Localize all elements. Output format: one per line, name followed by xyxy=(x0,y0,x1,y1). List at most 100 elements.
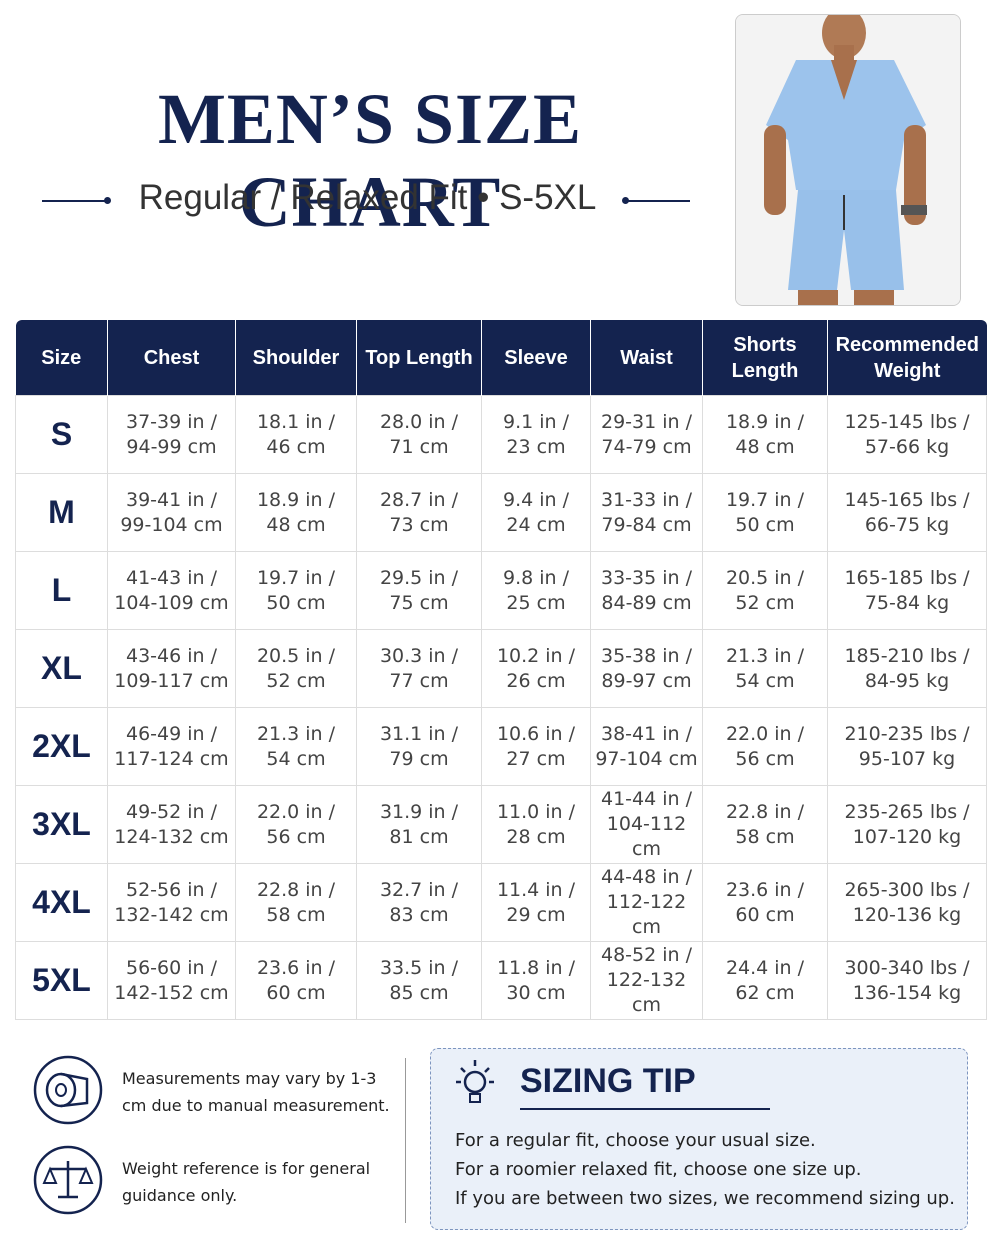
cell-line: 99-104 cm xyxy=(120,513,223,536)
cell-line: 145-165 lbs / xyxy=(844,488,970,511)
cell-line: 81 cm xyxy=(389,825,449,848)
cell-line: 52 cm xyxy=(266,669,326,692)
dot xyxy=(104,197,111,204)
cell-line: 84-89 cm xyxy=(601,591,692,614)
cell-line: 107-120 kg xyxy=(852,825,962,848)
cell-line: 104-112 cm xyxy=(606,813,687,860)
scale-icon xyxy=(33,1145,103,1215)
cell: 48-52 in / 122-132 cm xyxy=(590,941,703,1020)
cell-line: 18.9 in / xyxy=(256,488,336,511)
cell-line: 58 cm xyxy=(266,903,326,926)
cell: 31-33 in /79-84 cm xyxy=(590,473,703,552)
cell-line: 9.1 in / xyxy=(502,410,570,433)
cell-line: 62 cm xyxy=(735,981,795,1004)
cell-line: 22.8 in / xyxy=(725,800,805,823)
cell-line: 84-95 kg xyxy=(864,669,950,692)
tip-box xyxy=(430,1048,968,1230)
cell: 9.4 in /24 cm xyxy=(481,473,591,552)
cell-line: 9.8 in / xyxy=(502,566,570,589)
cell-line: 43-46 in / xyxy=(125,644,217,667)
cell-line: 35-38 in / xyxy=(600,644,692,667)
cell-line: 83 cm xyxy=(389,903,449,926)
cell-line: 58 cm xyxy=(735,825,795,848)
cell-line: 52-56 in / xyxy=(125,878,217,901)
cell: 52-56 in /132-142 cm xyxy=(107,863,236,942)
cell: 33-35 in /84-89 cm xyxy=(590,551,703,630)
cell-line: 23.6 in / xyxy=(256,956,336,979)
cell-line: 19.7 in / xyxy=(256,566,336,589)
size-cell: XL xyxy=(15,629,108,708)
column-header: Waist xyxy=(590,320,703,396)
cell: 20.5 in /52 cm xyxy=(702,551,828,630)
cell-line: 20.5 in / xyxy=(256,644,336,667)
cell-line: 235-265 lbs / xyxy=(844,800,970,823)
cell-line: 77 cm xyxy=(389,669,449,692)
cell: 22.0 in /56 cm xyxy=(702,707,828,786)
cell: 35-38 in /89-97 cm xyxy=(590,629,703,708)
cell-line: 50 cm xyxy=(266,591,326,614)
cell-line: 54 cm xyxy=(266,747,326,770)
cell-line: 9.4 in / xyxy=(502,488,570,511)
cell: 18.9 in /48 cm xyxy=(702,395,828,474)
cell-line: 142-152 cm xyxy=(114,981,229,1004)
cell: 37-39 in /94-99 cm xyxy=(107,395,236,474)
cell: 23.6 in /60 cm xyxy=(235,941,357,1020)
cell: 41-43 in /104-109 cm xyxy=(107,551,236,630)
cell-line: 210-235 lbs / xyxy=(844,722,970,745)
cell-line: 11.0 in / xyxy=(496,800,576,823)
cell-line: 30.3 in / xyxy=(379,644,459,667)
table-row: 3XL 49-52 in /124-132 cm 22.0 in /56 cm 31.… xyxy=(15,785,987,864)
cell-line: 33-35 in / xyxy=(600,566,692,589)
cell-line: 30 cm xyxy=(506,981,566,1004)
cell: 43-46 in /109-117 cm xyxy=(107,629,236,708)
cell: 11.0 in /28 cm xyxy=(481,785,591,864)
cell: 19.7 in /50 cm xyxy=(702,473,828,552)
cell: 11.8 in /30 cm xyxy=(481,941,591,1020)
cell: 28.7 in /73 cm xyxy=(356,473,482,552)
tip-line: For a regular fit, choose your usual siz… xyxy=(455,1130,816,1151)
cell-line: 165-185 lbs / xyxy=(844,566,970,589)
cell-line: 79 cm xyxy=(389,747,449,770)
cell-line: 24 cm xyxy=(506,513,566,536)
table-row: XL 43-46 in /109-117 cm 20.5 in /52 cm 30.3… xyxy=(15,629,987,708)
bulb-icon xyxy=(456,1060,494,1103)
cell-line: 39-41 in / xyxy=(125,488,217,511)
cell-line: 22.0 in / xyxy=(256,800,336,823)
cell: 22.8 in /58 cm xyxy=(702,785,828,864)
cell: 9.1 in /23 cm xyxy=(481,395,591,474)
cell-line: 11.4 in / xyxy=(496,878,576,901)
cell: 38-41 in /97-104 cm xyxy=(590,707,703,786)
cell: 145-165 lbs /66-75 kg xyxy=(827,473,987,552)
cell-line: 48 cm xyxy=(735,435,795,458)
table-row: M 39-41 in /99-104 cm 18.9 in /48 cm 28.7 i… xyxy=(15,473,987,552)
cell-line: 48 cm xyxy=(266,513,326,536)
table-row: L 41-43 in /104-109 cm 19.7 in /50 cm 29.5 … xyxy=(15,551,987,630)
size-cell: L xyxy=(15,551,108,630)
cell-line: 56 cm xyxy=(266,825,326,848)
cell-line: 57-66 kg xyxy=(864,435,950,458)
cell-line: 27 cm xyxy=(506,747,566,770)
cell-line: 21.3 in / xyxy=(725,644,805,667)
note: Measurements may vary by 1-3 cm due to m… xyxy=(122,1069,390,1115)
photo-illustration xyxy=(736,15,960,305)
column-header: Chest xyxy=(107,320,236,396)
cell-line: 18.9 in / xyxy=(725,410,805,433)
cell-line: 56-60 in / xyxy=(125,956,217,979)
cell-line: 60 cm xyxy=(266,981,326,1004)
cell-line: 60 cm xyxy=(735,903,795,926)
cell: 44-48 in / 112-122 cm xyxy=(590,863,703,942)
cell-line: 54 cm xyxy=(735,669,795,692)
cell-line: 46 cm xyxy=(266,435,326,458)
cell-line: 46-49 in / xyxy=(125,722,217,745)
cell-line: 85 cm xyxy=(389,981,449,1004)
cell: 10.6 in /27 cm xyxy=(481,707,591,786)
cell: 165-185 lbs /75-84 kg xyxy=(827,551,987,630)
cell-line: 32.7 in / xyxy=(379,878,459,901)
cell: 29.5 in /75 cm xyxy=(356,551,482,630)
size-table: Size Chest Shoulder Top Length Sleeve Waist Sh… xyxy=(15,320,987,1020)
cell: 18.9 in /48 cm xyxy=(235,473,357,552)
cell-line: 23.6 in / xyxy=(725,878,805,901)
cell-line: 66-75 kg xyxy=(864,513,950,536)
cell-line: 22.0 in / xyxy=(725,722,805,745)
